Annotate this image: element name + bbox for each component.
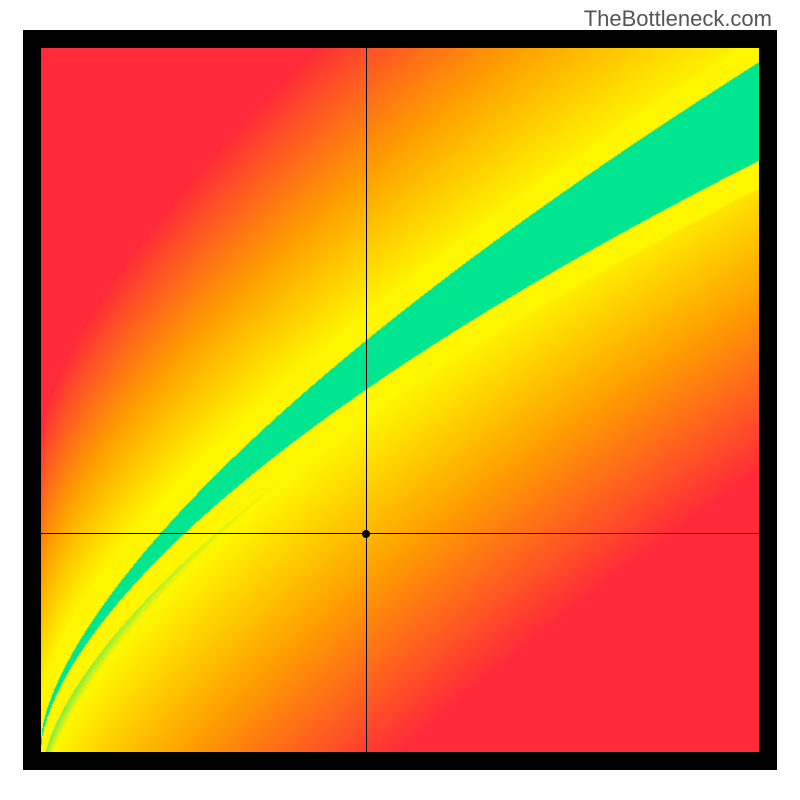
chart-container: TheBottleneck.com xyxy=(0,0,800,800)
watermark-text: TheBottleneck.com xyxy=(584,6,772,32)
chart-frame xyxy=(23,30,777,770)
crosshair-horizontal xyxy=(41,533,759,534)
crosshair-vertical xyxy=(366,48,367,752)
heatmap-canvas xyxy=(41,48,759,752)
crosshair-point xyxy=(362,530,370,538)
